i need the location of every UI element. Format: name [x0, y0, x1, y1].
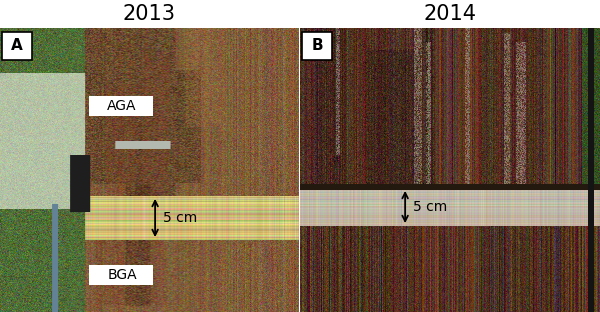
Text: B: B: [311, 38, 323, 53]
Text: AGA: AGA: [107, 99, 137, 113]
Text: A: A: [11, 38, 23, 53]
FancyBboxPatch shape: [89, 96, 153, 116]
Text: BGA: BGA: [107, 268, 137, 282]
Bar: [302, 32, 332, 60]
Text: 2014: 2014: [424, 4, 476, 24]
Text: 5 cm: 5 cm: [413, 200, 448, 214]
Bar: [2, 32, 32, 60]
Text: 5 cm: 5 cm: [163, 211, 197, 225]
Text: 2013: 2013: [122, 4, 176, 24]
FancyBboxPatch shape: [89, 265, 153, 285]
